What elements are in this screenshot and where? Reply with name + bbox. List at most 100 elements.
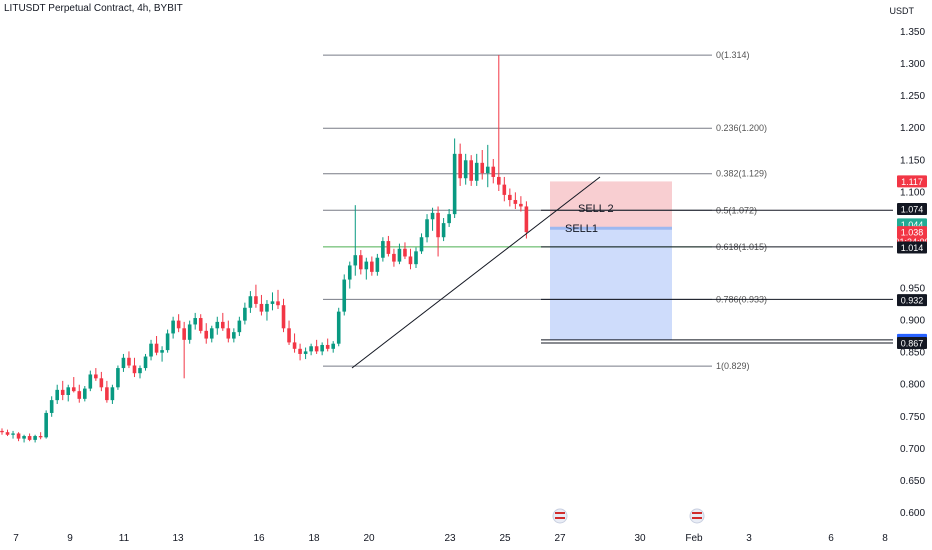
fib-label-6: 1(0.829) bbox=[716, 361, 750, 371]
candle-body-49 bbox=[270, 301, 275, 304]
price-badge-5 bbox=[897, 241, 927, 254]
price-badge-label-3: 1.038 bbox=[901, 228, 924, 238]
sell-1-label: SELL1 bbox=[565, 223, 598, 235]
candle-body-64 bbox=[353, 255, 358, 266]
candle-body-21 bbox=[116, 368, 120, 388]
candle-body-18 bbox=[99, 378, 104, 388]
candle-body-30 bbox=[165, 333, 170, 351]
candle-body-56 bbox=[309, 346, 313, 352]
time-tick-14: 8 bbox=[882, 533, 888, 544]
candle-body-79 bbox=[436, 212, 440, 238]
candle-body-46 bbox=[254, 296, 258, 304]
candle-body-16 bbox=[88, 374, 93, 389]
candle-body-63 bbox=[347, 265, 352, 280]
candle-body-36 bbox=[198, 318, 203, 331]
price-tick-8: 0.850 bbox=[900, 348, 925, 359]
candle-body-13 bbox=[71, 387, 76, 392]
candle-body-40 bbox=[221, 321, 225, 329]
candle-body-55 bbox=[303, 351, 308, 354]
price-badge-label-1: 1.074 bbox=[901, 205, 924, 215]
candle-body-73 bbox=[403, 248, 407, 257]
candle-body-92 bbox=[508, 194, 512, 201]
candle-body-25 bbox=[138, 368, 142, 374]
candle-body-4 bbox=[22, 436, 26, 439]
candle-body-66 bbox=[364, 261, 369, 270]
candle-body-41 bbox=[226, 328, 231, 339]
candle-body-45 bbox=[248, 296, 253, 308]
event-flag-icon-1 bbox=[689, 508, 705, 524]
time-tick-8: 25 bbox=[499, 533, 511, 544]
price-badge-label-2: 1.044 bbox=[901, 220, 924, 230]
price-badge-6 bbox=[897, 294, 927, 307]
candle-body-26 bbox=[143, 356, 148, 369]
candle-body-78 bbox=[430, 212, 435, 220]
event-flag-stripe-0 bbox=[555, 512, 565, 514]
candle-body-1 bbox=[5, 432, 10, 435]
time-tick-3: 13 bbox=[172, 533, 184, 544]
candle-body-47 bbox=[259, 303, 264, 312]
candle-body-91 bbox=[502, 184, 507, 195]
price-axis[interactable]: 1.350 1.300 1.250 1.200 1.150 1.100 0.950 0.900… bbox=[900, 27, 925, 519]
candle-body-69 bbox=[381, 241, 385, 258]
price-tick-4: 1.150 bbox=[900, 155, 925, 166]
candles-layer bbox=[0, 55, 529, 443]
candle-body-2 bbox=[11, 433, 15, 435]
candle-body-57 bbox=[314, 346, 319, 352]
candle-body-3 bbox=[16, 433, 21, 439]
candle-body-35 bbox=[193, 318, 197, 325]
candle-body-37 bbox=[204, 330, 209, 339]
candle-body-83 bbox=[458, 153, 462, 179]
candle-body-44 bbox=[243, 307, 247, 321]
symbol-title[interactable]: LITUSDT Perpetual Contract, 4h, BYBIT bbox=[4, 3, 183, 14]
candle-body-14 bbox=[77, 391, 82, 399]
candle-body-53 bbox=[292, 342, 297, 349]
candle-body-60 bbox=[331, 343, 335, 349]
fib-label-2: 0.382(1.129) bbox=[716, 169, 767, 179]
time-tick-1: 9 bbox=[67, 533, 73, 544]
candle-body-90 bbox=[497, 176, 501, 185]
price-badge-3 bbox=[897, 226, 927, 239]
fib-label-0: 0(1.314) bbox=[716, 50, 750, 60]
event-flag-stripe-b-1 bbox=[692, 517, 702, 519]
candle-body-51 bbox=[281, 305, 286, 329]
candle-body-27 bbox=[149, 343, 153, 357]
fibonacci-levels: 0(1.314)0.236(1.200)0.382(1.129)0.5(1.07… bbox=[323, 50, 893, 371]
candle-body-50 bbox=[276, 301, 280, 306]
time-tick-5: 18 bbox=[308, 533, 320, 544]
event-flag-stripe-1 bbox=[692, 512, 702, 514]
candle-body-93 bbox=[513, 200, 518, 204]
price-tick-11: 0.700 bbox=[900, 444, 925, 455]
time-tick-0: 7 bbox=[13, 533, 19, 544]
price-tick-5: 1.100 bbox=[900, 187, 925, 198]
candle-body-31 bbox=[171, 320, 175, 334]
candle-body-33 bbox=[182, 328, 186, 340]
candle-body-62 bbox=[342, 279, 347, 312]
candle-body-15 bbox=[83, 388, 87, 399]
price-badge-0 bbox=[897, 175, 927, 188]
candle-body-17 bbox=[94, 374, 98, 379]
candle-body-86 bbox=[474, 162, 479, 181]
price-badge-8 bbox=[897, 337, 927, 350]
price-tick-9: 0.800 bbox=[900, 380, 925, 391]
time-axis[interactable]: 7 9 11 13 16 18 20 23 25 27 30 Feb 3 6 8 bbox=[13, 508, 888, 544]
candle-body-65 bbox=[359, 255, 363, 270]
candle-body-5 bbox=[27, 436, 32, 440]
candle-body-61 bbox=[336, 311, 341, 344]
candle-body-70 bbox=[386, 241, 391, 254]
price-tick-13: 0.600 bbox=[900, 508, 925, 519]
price-tick-2: 1.250 bbox=[900, 91, 925, 102]
candle-body-9 bbox=[49, 400, 54, 413]
candle-body-82 bbox=[452, 153, 457, 215]
price-tick-6: 0.950 bbox=[900, 284, 925, 295]
candle-body-8 bbox=[44, 412, 48, 438]
time-tick-7: 23 bbox=[444, 533, 456, 544]
sell-2-label: SELL 2 bbox=[578, 203, 614, 215]
candle-body-71 bbox=[392, 253, 396, 262]
candle-body-74 bbox=[408, 256, 413, 265]
candle-body-76 bbox=[419, 237, 424, 252]
fib-label-1: 0.236(1.200) bbox=[716, 123, 767, 133]
candle-body-75 bbox=[414, 251, 418, 265]
time-tick-2: 11 bbox=[119, 533, 130, 544]
candle-body-10 bbox=[55, 389, 59, 401]
